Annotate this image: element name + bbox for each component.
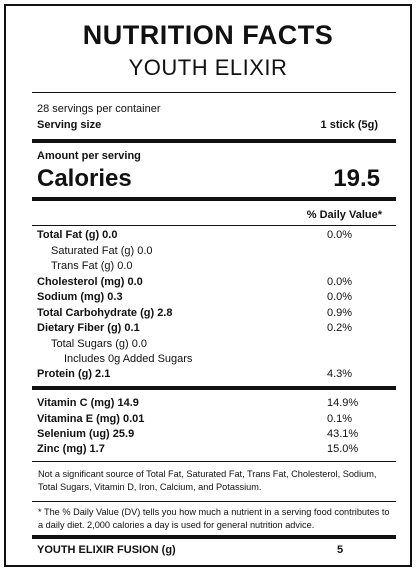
nutrient: Protein (g) 2.1 (37, 368, 111, 380)
calories-label: Calories (37, 165, 132, 192)
nutrient: Includes 0g Added Sugars (64, 353, 193, 365)
divider (32, 139, 396, 143)
footer-value: 5 (337, 544, 344, 556)
daily-value: 0.0% (327, 229, 353, 241)
vitamin: Selenium (ug) 25.9 (37, 428, 135, 440)
daily-value: 15.0% (327, 443, 359, 455)
vitamin: Vitamin C (mg) 14.9 (37, 397, 139, 409)
daily-value: 0.1% (327, 413, 353, 425)
nutrient: Saturated Fat (g) 0.0 (51, 245, 153, 257)
nutrient: Total Fat (g) 0.0 (37, 229, 118, 241)
daily-value: 14.9% (327, 397, 359, 409)
daily-value: 4.3% (327, 368, 353, 380)
vitamin: Zinc (mg) 1.7 (37, 443, 105, 455)
divider (32, 461, 396, 462)
daily-value: 0.2% (327, 322, 353, 334)
serving-size-label: Serving size (37, 119, 102, 131)
divider (32, 386, 396, 390)
nutrient: Total Carbohydrate (g) 2.8 (37, 307, 173, 319)
divider (32, 197, 396, 201)
daily-value: 0.9% (327, 307, 353, 319)
divider (32, 225, 396, 226)
daily-value: 0.0% (327, 276, 353, 288)
nutrient: Dietary Fiber (g) 0.1 (37, 322, 140, 334)
title: NUTRITION FACTS (82, 20, 334, 50)
nutrition-label: NUTRITION FACTS YOUTH ELIXIR 28 servings… (4, 4, 412, 567)
serving-size-value: 1 stick (5g) (320, 119, 378, 131)
footer-label: YOUTH ELIXIR FUSION (g) (37, 544, 176, 556)
divider (32, 535, 396, 539)
footnote: Not a significant source of Total Fat, S… (38, 469, 377, 492)
daily-value-header: % Daily Value* (306, 209, 382, 221)
nutrient: Sodium (mg) 0.3 (37, 291, 123, 303)
vitamin: Vitamina E (mg) 0.01 (37, 413, 145, 425)
footnote: * The % Daily Value (DV) tells you how m… (38, 507, 390, 530)
amount-per-serving: Amount per serving (37, 150, 141, 162)
daily-value: 0.0% (327, 291, 353, 303)
nutrient: Trans Fat (g) 0.0 (51, 260, 133, 272)
divider (32, 501, 396, 502)
nutrient: Total Sugars (g) 0.0 (51, 338, 147, 350)
servings: 28 servings per container (37, 103, 161, 115)
daily-value: 43.1% (327, 428, 359, 440)
nutrient: Cholesterol (mg) 0.0 (37, 276, 143, 288)
subtitle: YOUTH ELIXIR (128, 55, 288, 80)
calories-value: 19.5 (333, 165, 380, 192)
divider (32, 92, 396, 93)
